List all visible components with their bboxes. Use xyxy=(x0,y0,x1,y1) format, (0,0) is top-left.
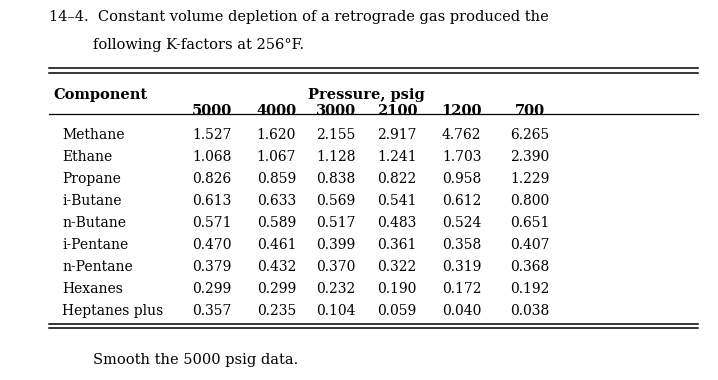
Text: 0.322: 0.322 xyxy=(378,260,416,274)
Text: 0.461: 0.461 xyxy=(256,238,297,252)
Text: n-Butane: n-Butane xyxy=(62,216,126,230)
Text: 1200: 1200 xyxy=(442,104,482,118)
Text: 0.038: 0.038 xyxy=(510,304,549,318)
Text: 0.059: 0.059 xyxy=(378,304,416,318)
Text: 0.172: 0.172 xyxy=(442,282,482,296)
Text: 0.517: 0.517 xyxy=(316,216,356,230)
Text: 1.067: 1.067 xyxy=(256,150,297,164)
Text: 14–4.  Constant volume depletion of a retrograde gas produced the: 14–4. Constant volume depletion of a ret… xyxy=(49,10,549,24)
Text: 0.104: 0.104 xyxy=(316,304,356,318)
Text: 5000: 5000 xyxy=(192,104,232,118)
Text: 0.651: 0.651 xyxy=(510,216,549,230)
Text: 0.571: 0.571 xyxy=(192,216,232,230)
Text: 0.633: 0.633 xyxy=(257,194,296,208)
Text: 0.826: 0.826 xyxy=(192,172,231,186)
Text: 0.432: 0.432 xyxy=(257,260,296,274)
Text: Propane: Propane xyxy=(62,172,121,186)
Text: Smooth the 5000 psig data.: Smooth the 5000 psig data. xyxy=(93,353,299,367)
Text: 0.232: 0.232 xyxy=(317,282,355,296)
Text: 0.399: 0.399 xyxy=(317,238,355,252)
Text: 0.541: 0.541 xyxy=(377,194,417,208)
Text: following K-factors at 256°F.: following K-factors at 256°F. xyxy=(93,38,304,52)
Text: 3000: 3000 xyxy=(316,104,356,118)
Text: 1.527: 1.527 xyxy=(192,128,232,142)
Text: 0.800: 0.800 xyxy=(510,194,549,208)
Text: 4000: 4000 xyxy=(256,104,297,118)
Text: 0.569: 0.569 xyxy=(317,194,355,208)
Text: n-Pentane: n-Pentane xyxy=(62,260,134,274)
Text: 0.299: 0.299 xyxy=(192,282,231,296)
Text: 0.859: 0.859 xyxy=(257,172,296,186)
Text: 0.319: 0.319 xyxy=(442,260,481,274)
Text: 0.470: 0.470 xyxy=(192,238,232,252)
Text: 0.299: 0.299 xyxy=(257,282,296,296)
Text: 0.838: 0.838 xyxy=(317,172,355,186)
Text: Hexanes: Hexanes xyxy=(62,282,123,296)
Text: 0.613: 0.613 xyxy=(192,194,231,208)
Text: 0.361: 0.361 xyxy=(378,238,416,252)
Text: 700: 700 xyxy=(515,104,545,118)
Text: 0.040: 0.040 xyxy=(442,304,481,318)
Text: 2100: 2100 xyxy=(377,104,417,118)
Text: 0.190: 0.190 xyxy=(378,282,416,296)
Text: 0.368: 0.368 xyxy=(510,260,549,274)
Text: 0.524: 0.524 xyxy=(442,216,481,230)
Text: 1.703: 1.703 xyxy=(442,150,482,164)
Text: Ethane: Ethane xyxy=(62,150,113,164)
Text: 0.612: 0.612 xyxy=(442,194,481,208)
Text: Methane: Methane xyxy=(62,128,125,142)
Text: 0.192: 0.192 xyxy=(510,282,549,296)
Text: Pressure, psig: Pressure, psig xyxy=(308,88,424,102)
Text: 0.407: 0.407 xyxy=(510,238,550,252)
Text: i-Butane: i-Butane xyxy=(62,194,122,208)
Text: 1.229: 1.229 xyxy=(510,172,549,186)
Text: 6.265: 6.265 xyxy=(510,128,549,142)
Text: Heptanes plus: Heptanes plus xyxy=(62,304,164,318)
Text: 1.241: 1.241 xyxy=(377,150,417,164)
Text: 0.483: 0.483 xyxy=(378,216,416,230)
Text: 0.235: 0.235 xyxy=(257,304,296,318)
Text: 1.068: 1.068 xyxy=(192,150,231,164)
Text: 2.917: 2.917 xyxy=(377,128,417,142)
Text: 0.589: 0.589 xyxy=(257,216,296,230)
Text: 0.379: 0.379 xyxy=(192,260,231,274)
Text: 4.762: 4.762 xyxy=(442,128,482,142)
Text: 2.155: 2.155 xyxy=(317,128,355,142)
Text: 0.370: 0.370 xyxy=(317,260,355,274)
Text: 1.620: 1.620 xyxy=(257,128,296,142)
Text: Component: Component xyxy=(54,88,148,102)
Text: 2.390: 2.390 xyxy=(510,150,549,164)
Text: 1.128: 1.128 xyxy=(316,150,356,164)
Text: 0.358: 0.358 xyxy=(442,238,481,252)
Text: 0.357: 0.357 xyxy=(192,304,231,318)
Text: 0.822: 0.822 xyxy=(378,172,416,186)
Text: i-Pentane: i-Pentane xyxy=(62,238,129,252)
Text: 0.958: 0.958 xyxy=(442,172,481,186)
